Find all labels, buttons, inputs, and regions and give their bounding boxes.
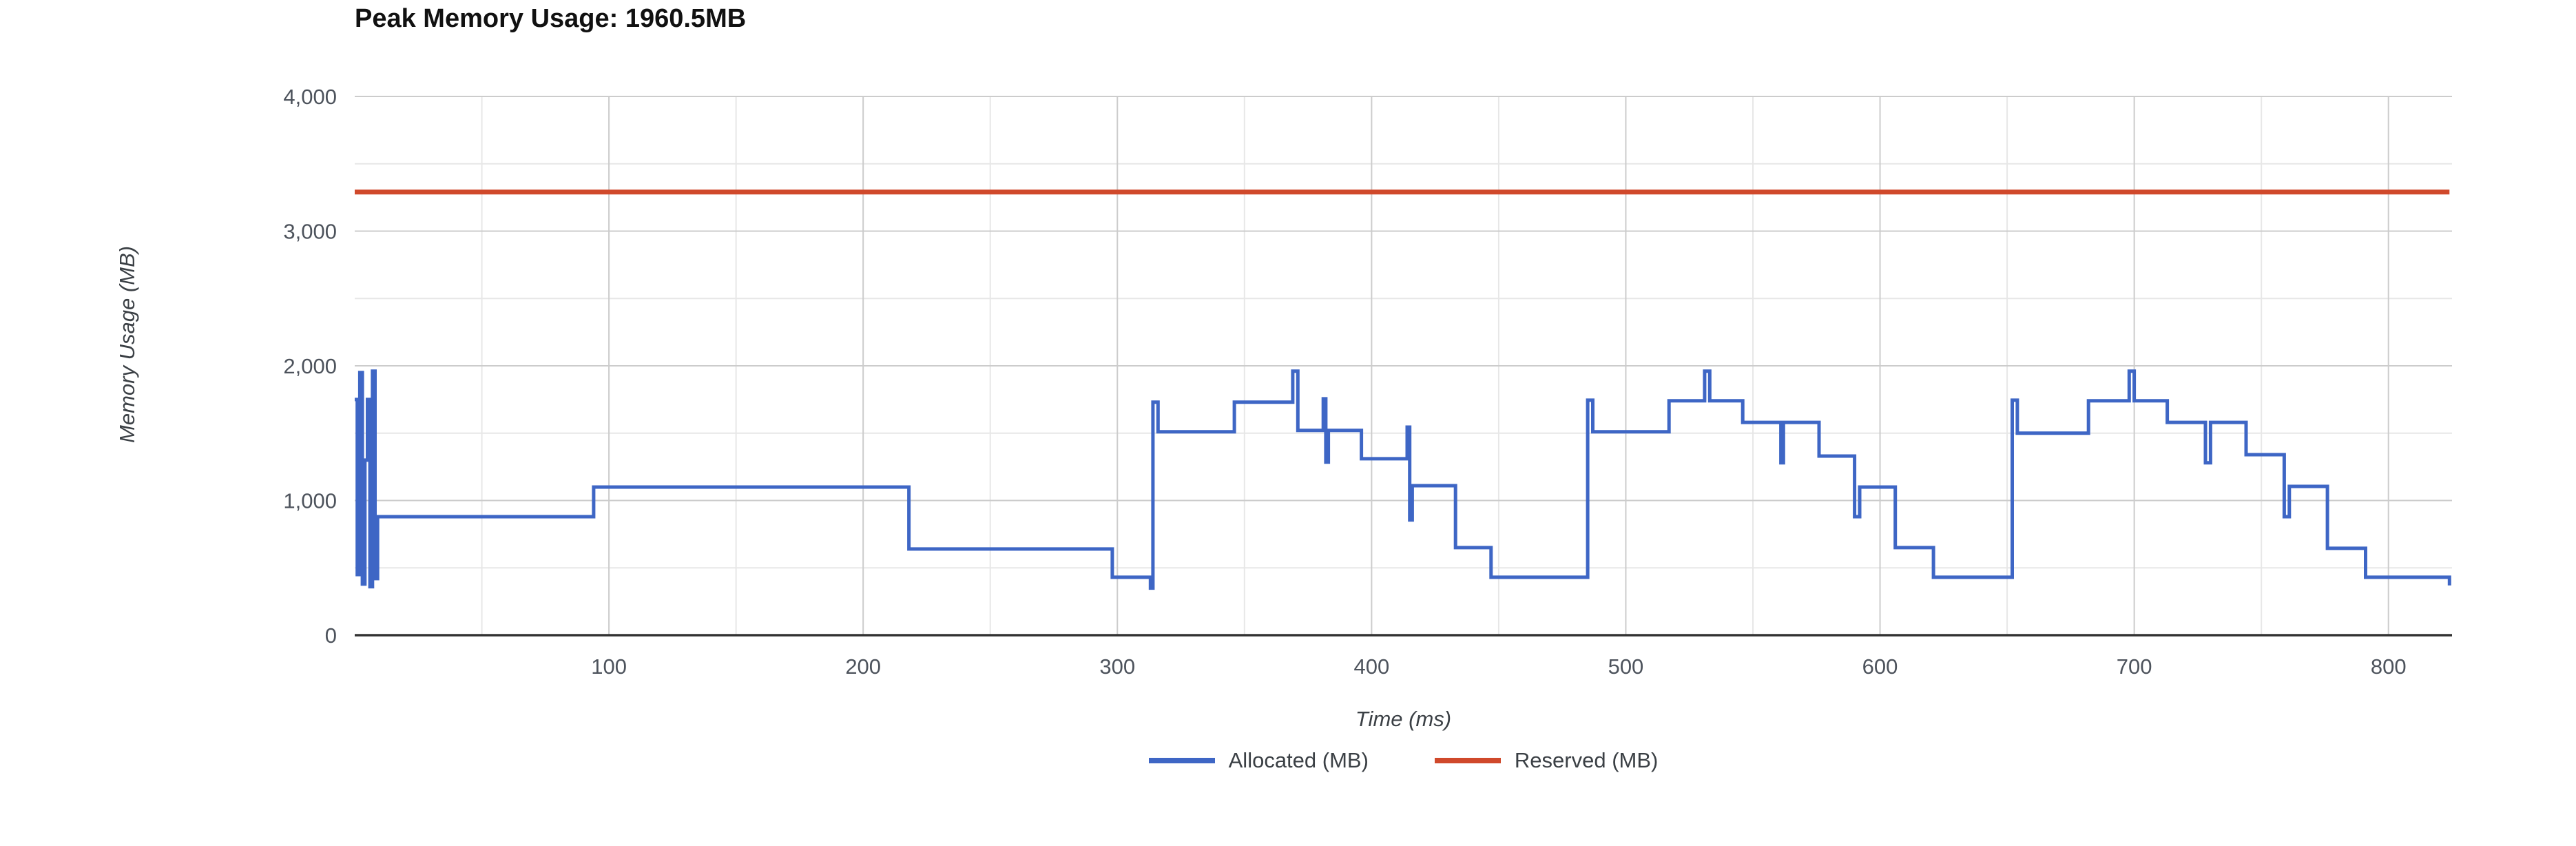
y-tick-label: 4,000 <box>283 85 337 109</box>
y-tick-label: 1,000 <box>283 489 337 513</box>
x-tick-label: 200 <box>845 654 881 679</box>
x-tick-label: 100 <box>591 654 627 679</box>
x-tick-label: 700 <box>2117 654 2152 679</box>
x-tick-label: 300 <box>1099 654 1135 679</box>
y-tick-label: 2,000 <box>283 354 337 378</box>
legend-label-reserved: Reserved (MB) <box>1514 748 1659 772</box>
legend-label-allocated: Allocated (MB) <box>1228 748 1369 772</box>
legend: Allocated (MB) Reserved (MB) <box>355 748 2452 773</box>
legend-item-allocated: Allocated (MB) <box>1148 748 1369 773</box>
chart-title: Peak Memory Usage: 1960.5MB <box>355 4 747 33</box>
x-tick-label: 500 <box>1608 654 1644 679</box>
reserved-line-swatch-icon <box>1434 758 1501 763</box>
y-axis-title: Memory Usage (MB) <box>115 246 139 443</box>
allocated-line-swatch-icon <box>1148 758 1215 763</box>
series-line-allocated <box>355 369 2451 590</box>
legend-item-reserved: Reserved (MB) <box>1434 748 1659 773</box>
x-axis-title: Time (ms) <box>1355 707 1452 731</box>
x-tick-label: 400 <box>1353 654 1389 679</box>
x-tick-label: 600 <box>1862 654 1898 679</box>
y-tick-label: 3,000 <box>283 220 337 244</box>
y-tick-label: 0 <box>325 623 337 648</box>
x-tick-label: 800 <box>2371 654 2407 679</box>
